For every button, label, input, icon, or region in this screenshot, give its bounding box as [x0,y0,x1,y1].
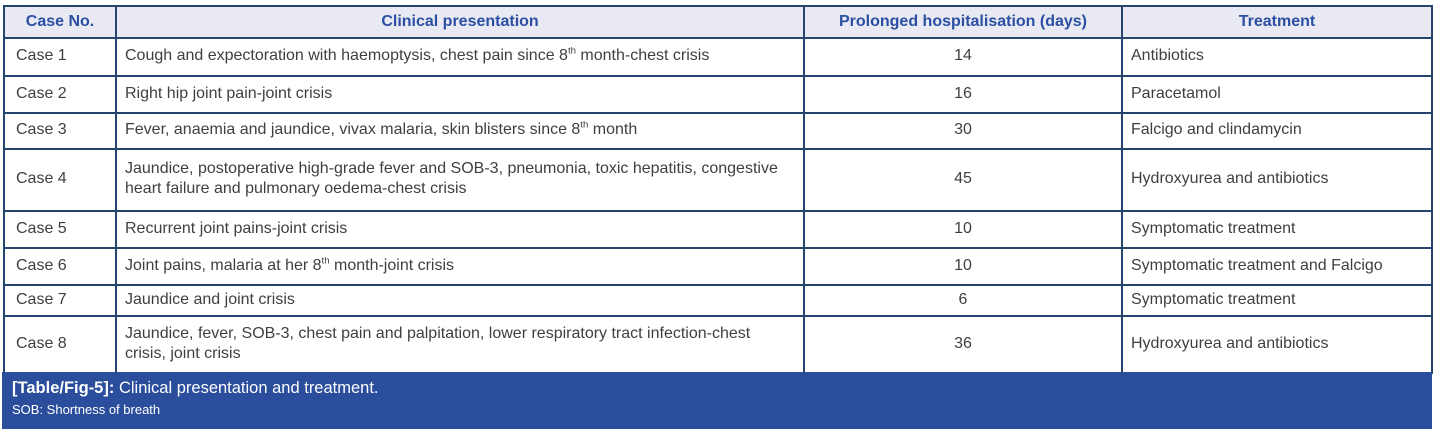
caption-text: Clinical presentation and treatment. [118,379,379,397]
table-row: Case 7 Jaundice and joint crisis 6 Sympt… [3,284,1433,317]
case-cell: Case 8 [3,315,117,374]
case-cell: Case 6 [3,247,117,286]
presentation-cell: Fever, anaemia and jaundice, vivax malar… [115,112,805,150]
treatment-cell: Hydroxyurea and antibiotics [1121,315,1433,374]
table-row: Case 4 Jaundice, postoperative high-grad… [3,148,1433,212]
table-row: Case 2 Right hip joint pain-joint crisis… [3,75,1433,114]
case-cell: Case 5 [3,210,117,249]
presentation-cell: Joint pains, malaria at her 8th month-jo… [115,247,805,286]
days-cell: 30 [803,112,1123,150]
case-cell: Case 4 [3,148,117,212]
column-header-case-no: Case No. [3,5,117,39]
table-row: Case 6 Joint pains, malaria at her 8th m… [3,247,1433,286]
table-caption-band: [Table/Fig-5]: Clinical presentation and… [2,372,1432,429]
days-cell: 36 [803,315,1123,374]
caption-label: [Table/Fig-5]: [12,379,115,397]
treatment-cell: Paracetamol [1121,75,1433,114]
days-cell: 10 [803,210,1123,249]
case-cell: Case 2 [3,75,117,114]
presentation-cell: Cough and expectoration with haemoptysis… [115,37,805,77]
case-cell: Case 1 [3,37,117,77]
days-cell: 14 [803,37,1123,77]
table-row: Case 5 Recurrent joint pains-joint crisi… [3,210,1433,249]
treatment-cell: Falcigo and clindamycin [1121,112,1433,150]
days-cell: 6 [803,284,1123,317]
column-header-clinical-presentation: Clinical presentation [115,5,805,39]
case-cell: Case 3 [3,112,117,150]
column-header-treatment: Treatment [1121,5,1433,39]
presentation-cell: Recurrent joint pains-joint crisis [115,210,805,249]
treatment-cell: Symptomatic treatment and Falcigo [1121,247,1433,286]
table-caption: [Table/Fig-5]: Clinical presentation and… [12,379,1422,398]
presentation-cell: Right hip joint pain-joint crisis [115,75,805,114]
treatment-cell: Symptomatic treatment [1121,284,1433,317]
column-header-hospitalisation-days: Prolonged hospitalisation (days) [803,5,1123,39]
case-cell: Case 7 [3,284,117,317]
treatment-cell: Hydroxyurea and antibiotics [1121,148,1433,212]
treatment-cell: Antibiotics [1121,37,1433,77]
days-cell: 16 [803,75,1123,114]
presentation-cell: Jaundice and joint crisis [115,284,805,317]
days-cell: 10 [803,247,1123,286]
table-row: Case 3 Fever, anaemia and jaundice, viva… [3,112,1433,150]
table-row: Case 8 Jaundice, fever, SOB-3, chest pai… [3,315,1433,374]
treatment-cell: Symptomatic treatment [1121,210,1433,249]
header-row: Case No. Clinical presentation Prolonged… [3,5,1433,39]
presentation-cell: Jaundice, postoperative high-grade fever… [115,148,805,212]
table-row: Case 1 Cough and expectoration with haem… [3,37,1433,77]
days-cell: 45 [803,148,1123,212]
clinical-presentation-table: Case No. Clinical presentation Prolonged… [3,5,1433,374]
presentation-cell: Jaundice, fever, SOB-3, chest pain and p… [115,315,805,374]
caption-footnote: SOB: Shortness of breath [12,402,161,417]
